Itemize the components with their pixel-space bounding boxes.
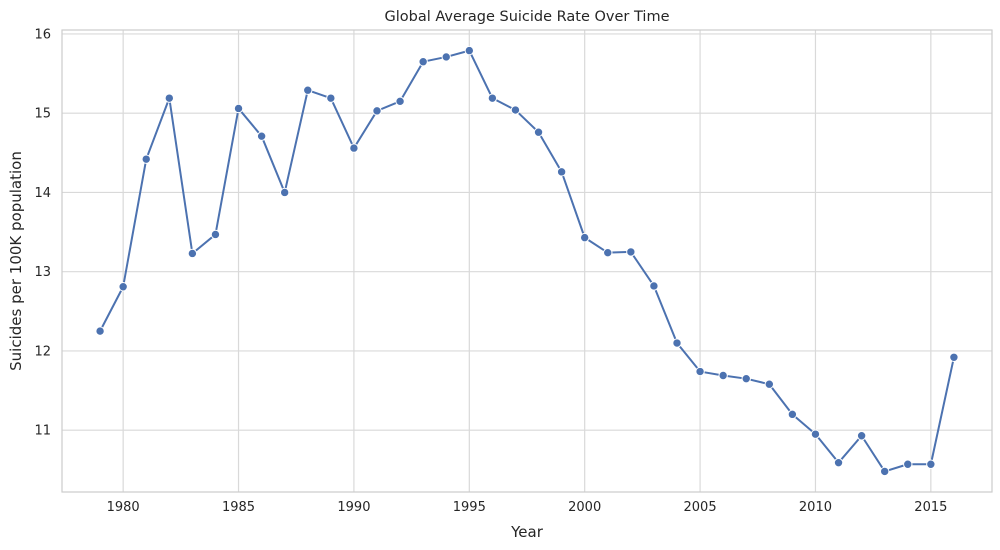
- data-point-2012: [856, 431, 867, 441]
- data-point-2001: [603, 247, 613, 258]
- data-point-2009: [787, 409, 798, 420]
- data-point-2014: [903, 459, 913, 469]
- data-point-2005: [695, 366, 705, 377]
- data-point-1985: [233, 103, 244, 114]
- data-point-2000: [579, 232, 590, 243]
- data-point-1995: [464, 45, 475, 56]
- y-tick-label-12: 12: [34, 344, 51, 359]
- x-tick-label-2005: 2005: [684, 500, 717, 515]
- x-tick-label-1985: 1985: [222, 500, 255, 515]
- y-tick-label-11: 11: [34, 424, 51, 439]
- plot-frame: [61, 29, 993, 493]
- x-tick-label-1990: 1990: [337, 500, 370, 515]
- data-point-2003: [649, 281, 659, 291]
- data-point-2008: [764, 379, 775, 389]
- data-point-1987: [279, 187, 290, 198]
- series-layer: [95, 45, 959, 477]
- y-tick-label-15: 15: [34, 107, 51, 122]
- data-point-2015: [926, 459, 936, 469]
- data-point-1989: [326, 93, 336, 103]
- data-point-1986: [256, 131, 267, 141]
- data-point-1984: [210, 229, 221, 240]
- x-axis-title: Year: [510, 523, 544, 541]
- y-tick-label-14: 14: [34, 186, 51, 201]
- data-point-1996: [487, 93, 498, 103]
- data-point-2013: [879, 466, 890, 477]
- data-point-2011: [833, 457, 844, 468]
- data-point-1980: [118, 282, 128, 292]
- chart-title: Global Average Suicide Rate Over Time: [384, 9, 669, 25]
- x-tick-label-2000: 2000: [568, 500, 601, 515]
- x-tick-labels: 1980 1985 1990 1995 2000 2005 2010 2015: [107, 500, 948, 515]
- data-point-1999: [556, 167, 567, 177]
- data-point-2004: [672, 338, 682, 348]
- series-line-0: [99, 49, 955, 473]
- y-axis-title: Suicides per 100K population: [7, 151, 25, 371]
- gridlines: [62, 30, 992, 492]
- data-point-1979: [95, 326, 105, 336]
- data-point-1998: [533, 127, 544, 137]
- x-tick-label-1995: 1995: [453, 500, 486, 515]
- data-point-1992: [395, 96, 405, 107]
- y-tick-label-13: 13: [34, 265, 51, 280]
- data-point-2016: [949, 352, 959, 362]
- x-tick-label-2010: 2010: [799, 500, 832, 515]
- x-tick-label-2015: 2015: [914, 500, 947, 515]
- data-point-2007: [741, 373, 751, 384]
- y-tick-label-16: 16: [34, 27, 51, 42]
- data-point-1997: [510, 105, 521, 115]
- x-tick-label-1980: 1980: [107, 500, 140, 515]
- data-point-1982: [164, 93, 175, 103]
- data-point-1988: [303, 85, 313, 95]
- data-point-2002: [626, 247, 636, 257]
- y-tick-labels: 11 12 13 14 15 16: [34, 27, 51, 438]
- data-point-2006: [718, 370, 728, 381]
- data-point-1983: [187, 248, 198, 259]
- plot-area: [62, 30, 992, 492]
- data-point-2010: [810, 429, 821, 439]
- data-point-1991: [372, 106, 382, 116]
- data-point-1993: [418, 57, 428, 67]
- data-point-1981: [141, 154, 151, 164]
- data-point-1994: [441, 52, 451, 62]
- data-point-1990: [349, 143, 359, 153]
